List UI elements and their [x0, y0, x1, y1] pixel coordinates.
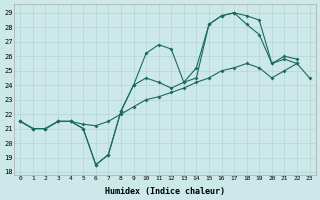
- X-axis label: Humidex (Indice chaleur): Humidex (Indice chaleur): [105, 187, 225, 196]
